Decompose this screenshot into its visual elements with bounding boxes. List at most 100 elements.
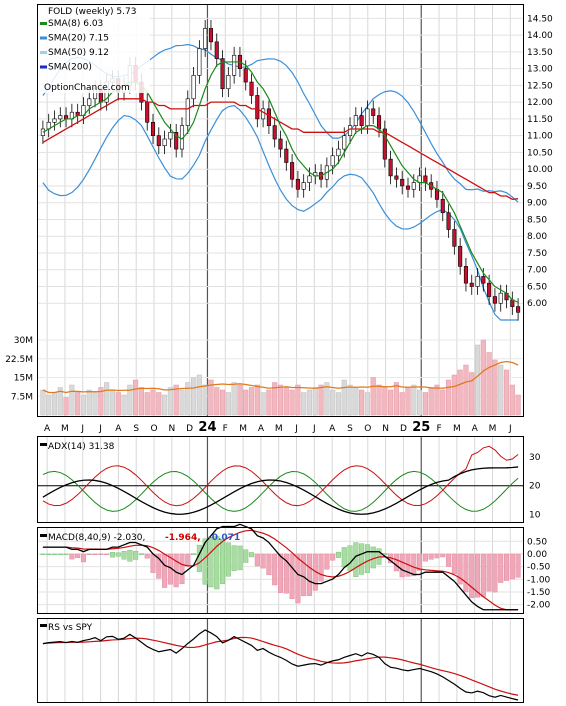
volume-bar (295, 384, 301, 416)
volume-bar (272, 382, 278, 416)
candle-down (469, 282, 474, 287)
candle-down (516, 306, 521, 313)
macd-histogram-bar (347, 545, 353, 571)
price-tick-label: 10.00 (527, 165, 553, 175)
month-tick-label: J (508, 424, 512, 434)
macd-histogram-bar (179, 553, 185, 585)
plus-di-line (42, 470, 519, 512)
price-tick-label: 6.00 (527, 299, 547, 309)
legend-label: SMA(8) 6.03 (48, 19, 103, 29)
price-tick-label: 6.50 (527, 282, 547, 292)
volume-bar (167, 387, 173, 416)
month-tick-label: O (364, 424, 371, 434)
month-tick-label: D (400, 424, 407, 434)
macd-histogram-bar (80, 553, 86, 563)
month-tick-label: A (44, 424, 51, 434)
macd-label-marker (40, 534, 47, 537)
volume-bar (306, 389, 313, 416)
legend-label: SMA(50) 9.12 (48, 48, 109, 58)
volume-bar (434, 384, 440, 416)
price-tick-label: 7.00 (527, 266, 547, 276)
volume-bar (393, 382, 399, 416)
macd-histogram-bar (295, 553, 301, 604)
volume-bar (150, 389, 156, 416)
volume-bar (509, 384, 515, 416)
month-tick-label: A (329, 424, 336, 434)
candle-up (475, 276, 480, 287)
macd-histogram-bar (283, 553, 289, 594)
price-tick-label: 11.50 (527, 115, 553, 125)
volume-bar (46, 394, 52, 416)
volume-bar (277, 384, 284, 416)
price-tick-label: 8.50 (527, 215, 547, 225)
month-tick-label: M (453, 424, 461, 434)
candle-up (261, 108, 266, 120)
chart-title: FOLD (weekly) 5.73 (48, 7, 136, 17)
volume-bar (370, 377, 376, 416)
price-tick-label: 11.00 (527, 132, 553, 142)
volume-bar (492, 359, 498, 416)
legend: SMA(8) 6.03 SMA(20) 7.15 SMA(50) 9.12 SMA(2… (40, 19, 109, 73)
sma50-line (42, 98, 519, 201)
candle-up (203, 28, 208, 49)
adx-tick-label: 30 (529, 453, 541, 463)
volume-bar (451, 374, 457, 416)
price-tick-label: 9.50 (527, 182, 547, 192)
volume-bar (289, 389, 295, 416)
price-tick-label: 10.50 (527, 148, 553, 158)
macd-tick-label: -0.50 (527, 563, 551, 573)
month-tick-label: F (436, 424, 441, 434)
macd-histogram-bar (98, 553, 104, 555)
macd-histogram-bar (162, 553, 168, 588)
candle-up (307, 175, 312, 183)
minus-di-line (42, 445, 519, 507)
macd-histogram-bar (109, 552, 115, 558)
volume-bar (480, 339, 486, 416)
volume-bar (254, 384, 260, 416)
macd-histogram-bar (225, 542, 231, 577)
macd-histogram-bar (249, 552, 255, 558)
candle-down (243, 68, 248, 83)
legend-label: SMA(200) (48, 63, 92, 73)
volume-bar (248, 387, 255, 416)
macd-histogram-bar (440, 553, 446, 558)
macd-histogram-bar (434, 553, 440, 559)
candle-down (359, 115, 364, 126)
macd-histogram-bar (457, 553, 463, 585)
macd-histogram-bar (208, 537, 214, 588)
volume-bar (359, 389, 365, 416)
candle-down (440, 199, 445, 214)
adx-label-marker (40, 443, 47, 446)
candle-down (145, 101, 150, 123)
adx-lines (38, 445, 523, 515)
volume-bar (133, 379, 139, 416)
volume-bar (266, 389, 272, 416)
macd-histogram-bar (359, 543, 365, 575)
macd-histogram-bar (318, 553, 324, 582)
month-tick-label: D (186, 424, 193, 434)
macd-histogram-bar (503, 553, 510, 581)
macd-histogram-bar (220, 538, 226, 584)
macd-histogram-bar (254, 553, 260, 567)
macd-histogram-bar (324, 553, 330, 570)
volume-bar (417, 389, 423, 416)
volume-bar (376, 384, 382, 416)
candle-down (284, 148, 289, 163)
volume-bar (515, 394, 521, 416)
candle-down (492, 296, 497, 304)
volume-bar (144, 392, 150, 416)
volume-bar (399, 392, 405, 416)
macd-histogram-bar (260, 553, 266, 569)
macd-histogram-bar (57, 553, 63, 555)
candle-up (168, 132, 173, 140)
macd-histogram-bar (40, 553, 46, 555)
macd-histogram-bar (191, 553, 197, 555)
candle-up (191, 75, 196, 100)
volume-bar (486, 352, 492, 416)
legend-swatch (40, 65, 47, 69)
adx-tick-label: 20 (529, 482, 541, 492)
volume-bar (202, 384, 208, 416)
macd-histogram-bar (335, 551, 341, 558)
watermark: OptionChance.com (44, 83, 130, 93)
